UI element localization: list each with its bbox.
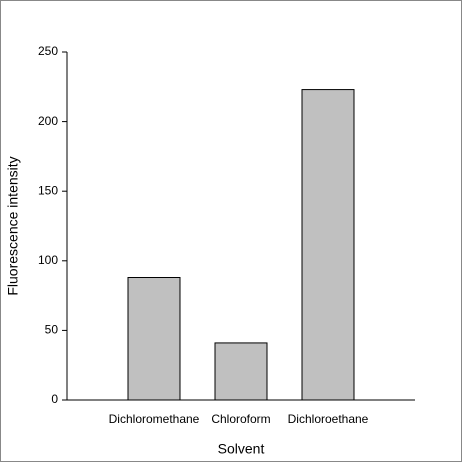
y-axis-title: Fluorescence intensity xyxy=(5,156,21,295)
bar xyxy=(301,89,355,401)
y-tick-label: 50 xyxy=(45,323,59,337)
bar xyxy=(127,277,181,401)
y-tick-label: 200 xyxy=(38,114,58,128)
y-tick-label: 0 xyxy=(51,392,58,406)
x-tick-label: Dichloromethane xyxy=(109,412,200,426)
bar xyxy=(214,342,268,401)
x-tick-label: Chloroform xyxy=(211,412,270,426)
y-tick-label: 250 xyxy=(38,44,58,58)
x-axis-title: Solvent xyxy=(218,441,265,457)
x-tick-label: Dichloroethane xyxy=(288,412,369,426)
y-tick-label: 100 xyxy=(38,253,58,267)
y-tick-label: 150 xyxy=(38,183,58,197)
